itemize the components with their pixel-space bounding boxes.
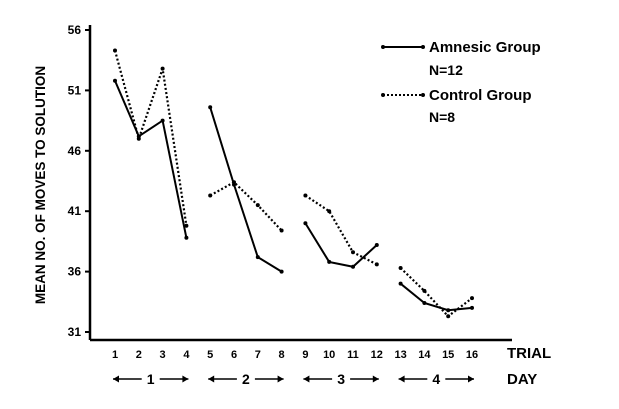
data-point (113, 48, 117, 53)
y-tick-label: 51 (68, 83, 82, 97)
data-point (374, 262, 379, 267)
legend-marker-amnesic (381, 45, 385, 49)
data-point (232, 180, 236, 185)
data-point (327, 209, 332, 214)
x-tick-label: 10 (323, 349, 335, 361)
series-line (304, 194, 378, 266)
x-tick-label: 9 (302, 349, 308, 361)
data-point (303, 221, 308, 226)
legend-n-amnesic: N=12 (429, 62, 463, 78)
x-tick-label: 6 (231, 349, 237, 361)
x-tick-label: 7 (255, 349, 261, 361)
x-tick-label: 16 (466, 349, 478, 361)
data-point (422, 288, 427, 293)
x-tick-label: 8 (279, 349, 285, 361)
y-tick-label: 41 (68, 204, 82, 218)
x-tick-label: 13 (394, 349, 406, 361)
day-label: 4 (432, 371, 440, 387)
series-line (209, 180, 283, 232)
series-line (304, 222, 378, 268)
data-point (208, 105, 213, 110)
data-point (255, 203, 260, 208)
day-arrowhead-right (182, 375, 189, 383)
y-tick-label: 31 (68, 325, 82, 339)
x-axis-title: TRIAL (507, 345, 551, 362)
series-line (399, 267, 473, 318)
day-arrowhead-right (372, 375, 379, 383)
series-control (113, 48, 474, 319)
day-markers: 1 2 3 4 (113, 371, 474, 387)
day-group: 2 (208, 371, 284, 387)
x-tick-label: 4 (183, 349, 190, 361)
y-tick-label: 56 (68, 23, 82, 37)
data-point (374, 243, 379, 248)
x-tick-label: 2 (136, 349, 142, 361)
data-point (184, 223, 189, 228)
data-point (398, 281, 403, 286)
legend-marker-control (381, 93, 385, 97)
data-point (160, 118, 165, 123)
data-point (279, 269, 284, 274)
day-label: 2 (242, 371, 250, 387)
x-tick-label: 11 (347, 349, 359, 361)
data-point (446, 314, 451, 319)
data-point (398, 265, 403, 270)
day-arrowhead-left (113, 375, 119, 383)
y-ticks: 31 36 41 46 51 56 (68, 23, 90, 339)
series-line (114, 80, 188, 238)
x-tick-label: 14 (418, 349, 431, 361)
day-label: 3 (337, 371, 345, 387)
day-arrowhead-left (398, 375, 405, 383)
data-point (160, 66, 165, 71)
day-label: 1 (147, 371, 155, 387)
axes (88, 25, 512, 342)
data-point (351, 264, 355, 269)
legend-label-control: Control Group (429, 87, 531, 104)
day-group: 4 (398, 371, 474, 387)
x-ticks: 1 2 3 4 5 6 7 8 9 10 11 12 13 14 15 16 (112, 349, 478, 361)
data-point (470, 305, 474, 310)
legend-marker-amnesic (421, 45, 425, 49)
day-group: 1 (113, 371, 189, 387)
y-axis-title: MEAN NO. OF MOVES TO SOLUTION (33, 66, 48, 304)
x-tick-label: 3 (160, 349, 166, 361)
series-amnesic (113, 78, 474, 313)
day-arrowhead-right (468, 375, 474, 383)
data-point (327, 259, 332, 264)
legend-n-control: N=8 (429, 109, 455, 125)
x-tick-label: 1 (112, 349, 118, 361)
day-arrowhead-right (277, 375, 284, 383)
series-layer (113, 48, 474, 319)
day-group: 3 (303, 371, 379, 387)
legend-item-amnesic: Amnesic Group N=12 (381, 39, 541, 78)
legend-item-control: Control Group N=8 (381, 87, 531, 125)
legend: Amnesic Group N=12 Control Group N=8 (381, 39, 541, 125)
y-tick-label: 46 (68, 144, 82, 158)
data-point (113, 78, 117, 83)
x-tick-label: 5 (207, 349, 213, 361)
day-arrowhead-left (303, 375, 310, 383)
data-point (351, 250, 355, 255)
series-line (399, 282, 473, 312)
x-tick-label: 12 (371, 349, 383, 361)
legend-marker-control (421, 93, 425, 97)
legend-label-amnesic: Amnesic Group (429, 39, 541, 56)
day-axis-title: DAY (507, 371, 537, 388)
data-point (255, 255, 260, 260)
day-arrowhead-left (208, 375, 215, 383)
data-point (422, 301, 427, 306)
data-point (279, 228, 284, 233)
series-line (113, 50, 188, 226)
data-point (208, 193, 213, 198)
data-point (136, 136, 141, 141)
y-tick-label: 36 (68, 265, 82, 279)
data-point (446, 308, 451, 313)
data-point (184, 235, 189, 240)
x-tick-label: 15 (442, 349, 454, 361)
series-line (209, 107, 283, 273)
data-point (303, 193, 308, 198)
data-point (470, 296, 474, 301)
